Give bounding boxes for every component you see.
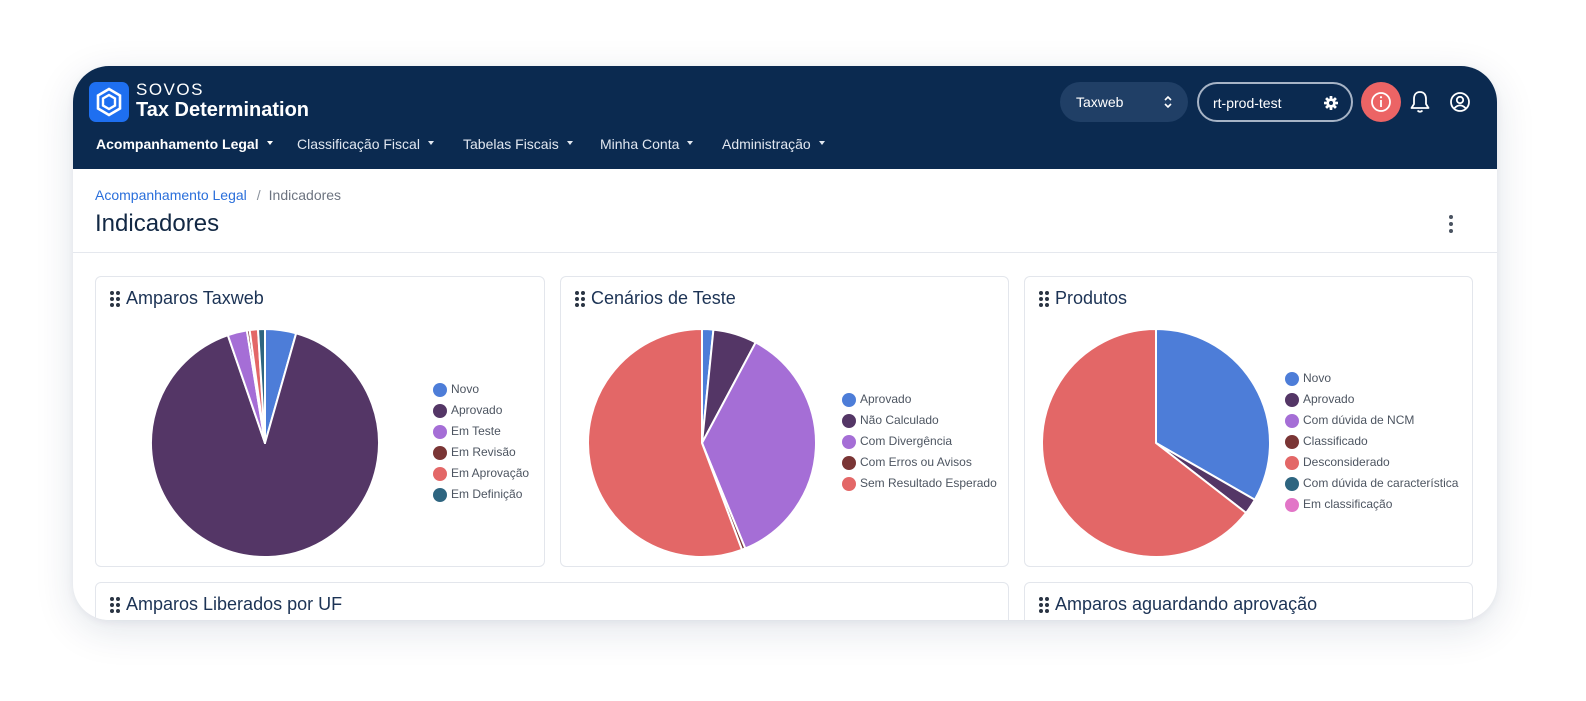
caret-down-icon [266, 141, 273, 146]
legend-swatch [1285, 435, 1299, 449]
breadcrumb-link-parent[interactable]: Acompanhamento Legal [95, 187, 247, 203]
legend-swatch [433, 425, 447, 439]
legend-swatch [1285, 456, 1299, 470]
nav-tabelas-fiscais[interactable]: Tabelas Fiscais [463, 136, 573, 152]
pie-slice-sem-resultado-esperado[interactable] [587, 328, 743, 558]
system-select[interactable]: Taxweb [1060, 82, 1188, 122]
legend-swatch [842, 477, 856, 491]
legend-swatch [842, 456, 856, 470]
legend-label: Com Divergência [860, 434, 953, 448]
sovos-logo[interactable] [89, 82, 129, 122]
caret-down-icon [818, 141, 825, 146]
caret-down-icon [427, 141, 434, 146]
nav-classificacao-fiscal[interactable]: Classificação Fiscal [297, 136, 434, 152]
legend-label: Em Aprovação [451, 466, 530, 480]
gear-icon[interactable] [1323, 95, 1339, 111]
nav-minha-conta[interactable]: Minha Conta [600, 136, 694, 152]
legend-label: Em Revisão [451, 445, 516, 459]
drag-handle-icon[interactable] [1039, 291, 1049, 307]
legend-swatch [433, 467, 447, 481]
legend-swatch [842, 414, 856, 428]
legend-swatch [1285, 372, 1299, 386]
caret-down-icon [566, 141, 573, 146]
page-title: Indicadores [95, 210, 220, 237]
card-title: Amparos Liberados por UF [126, 594, 343, 614]
header-divider [73, 252, 1497, 253]
environment-value: rt-prod-test [1213, 95, 1282, 111]
caret-down-icon [687, 141, 694, 146]
breadcrumb: Acompanhamento Legal / Indicadores [95, 187, 341, 203]
legend-label: Em Definição [451, 487, 523, 501]
legend-label: Com Erros ou Avisos [860, 455, 972, 469]
legend-swatch [433, 404, 447, 418]
legend-swatch [1285, 414, 1299, 428]
card-title: Amparos aguardando aprovação [1055, 594, 1318, 614]
legend-label: Não Calculado [860, 413, 939, 427]
pie-slice-desconsiderado[interactable] [1041, 328, 1248, 558]
brand-company-name: SOVOS [136, 80, 204, 99]
nav-acompanhamento-legal[interactable]: Acompanhamento Legal [96, 136, 273, 152]
card-amparos-aguardando-aprovacao: Amparos aguardando aprovação [1024, 582, 1473, 620]
nav-label: Minha Conta [600, 136, 680, 152]
nav-label: Classificação Fiscal [297, 136, 420, 152]
drag-handle-icon[interactable] [110, 291, 120, 307]
card-amparos-liberados-por-uf: Amparos Liberados por UF [95, 582, 1009, 620]
info-icon [1371, 92, 1391, 112]
legend-swatch [433, 488, 447, 502]
user-icon[interactable] [1449, 91, 1471, 113]
pie-slice-novo[interactable] [1155, 328, 1271, 501]
legend-label: Sem Resultado Esperado [860, 476, 997, 490]
logo-icon [96, 87, 122, 117]
nav-label: Tabelas Fiscais [463, 136, 559, 152]
card-title: Amparos Taxweb [126, 288, 264, 308]
legend-swatch [1285, 393, 1299, 407]
chevron-up-down-icon [1164, 95, 1172, 109]
pie-chart-amparos-taxweb [150, 327, 380, 558]
more-options-icon[interactable] [1445, 214, 1457, 234]
top-navigation-bar: SOVOS Tax Determination Taxweb rt-prod-t… [73, 66, 1497, 169]
card-amparos-taxweb: Amparos Taxweb Novo Aprovado Em Teste Em Re… [95, 276, 545, 567]
drag-handle-icon[interactable] [575, 291, 585, 307]
nav-label: Acompanhamento Legal [96, 136, 259, 152]
app-window: SOVOS Tax Determination Taxweb rt-prod-t… [73, 66, 1497, 620]
pie-chart-produtos [1041, 328, 1271, 558]
legend-swatch [433, 446, 447, 460]
legend-swatch [1285, 498, 1299, 512]
info-button[interactable] [1361, 82, 1401, 122]
legend-swatch [842, 393, 856, 407]
legend-label: Novo [451, 382, 480, 396]
bell-icon[interactable] [1409, 90, 1431, 114]
legend-swatch [1285, 477, 1299, 491]
legend-swatch [842, 435, 856, 449]
legend-label: Classificado [1303, 434, 1368, 448]
drag-handle-icon[interactable] [1039, 597, 1049, 613]
legend-label: Em classificação [1303, 497, 1393, 511]
environment-select[interactable]: rt-prod-test [1197, 82, 1353, 122]
legend-label: Desconsiderado [1303, 455, 1390, 469]
legend-swatch [433, 383, 447, 397]
pie-slice-em-definicao[interactable] [257, 328, 266, 444]
breadcrumb-separator: / [256, 187, 261, 203]
legend-label: Com dúvida de NCM [1303, 413, 1415, 427]
breadcrumb-current: Indicadores [268, 187, 342, 203]
legend-label: Com dúvida de característica [1303, 476, 1459, 490]
legend-label: Novo [1303, 371, 1332, 385]
drag-handle-icon[interactable] [110, 597, 120, 613]
card-title: Cenários de Teste [591, 288, 736, 308]
legend-label: Aprovado [860, 392, 912, 406]
system-select-value: Taxweb [1076, 94, 1124, 110]
legend-label: Aprovado [1303, 392, 1355, 406]
card-cenarios-de-teste: Cenários de Teste Aprovado Não Calculado C… [560, 276, 1009, 567]
card-produtos: Produtos Novo Aprovado Com dúvida de NCM Cl… [1024, 276, 1473, 567]
legend-label: Aprovado [451, 403, 503, 417]
legend-label: Em Teste [451, 424, 501, 438]
pie-chart-cenarios-de-teste [587, 328, 817, 558]
pie-slice-aprovado[interactable] [150, 332, 380, 558]
nav-label: Administração [722, 136, 811, 152]
card-title: Produtos [1055, 288, 1128, 308]
pie-slice-com-divergencia[interactable] [701, 341, 817, 550]
nav-administracao[interactable]: Administração [722, 136, 825, 152]
brand-product-name: Tax Determination [136, 99, 309, 121]
